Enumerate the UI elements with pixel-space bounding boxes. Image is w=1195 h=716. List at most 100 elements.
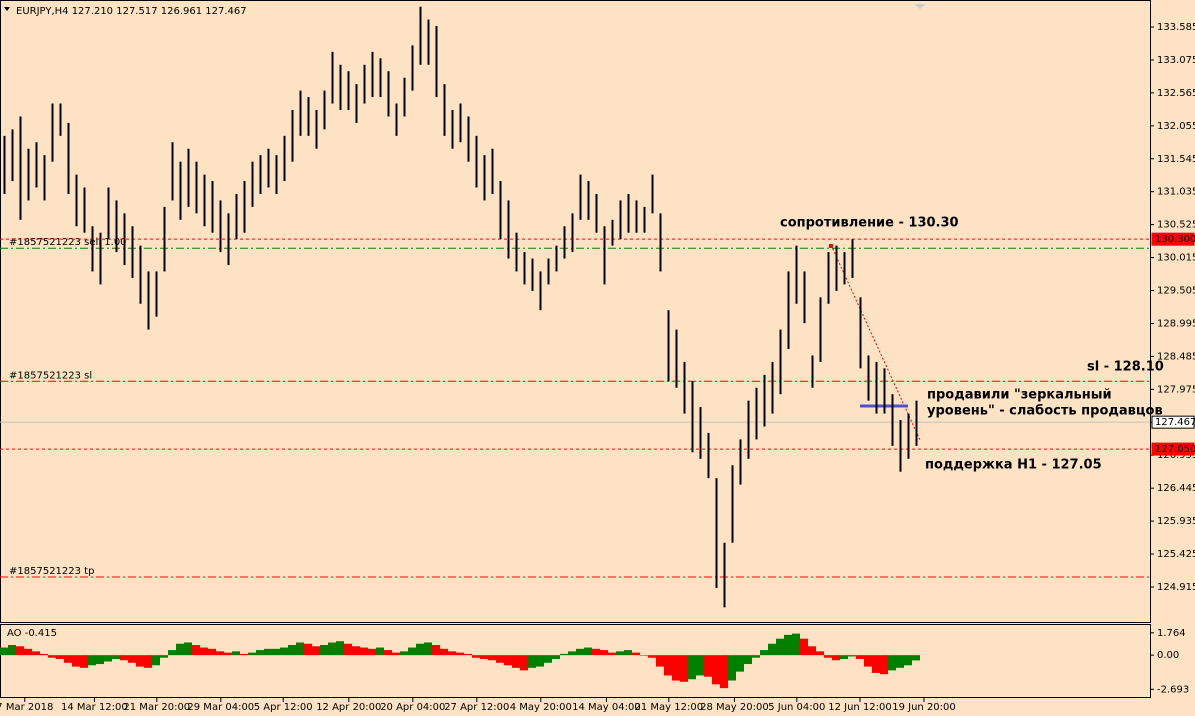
y-tick-label: 133.585 (1157, 22, 1195, 33)
ao-bar (368, 648, 376, 656)
y-tick-label: 132.565 (1157, 88, 1195, 99)
ao-bar (568, 651, 576, 656)
ao-bar (640, 655, 648, 656)
ao-bar (520, 655, 528, 671)
ao-bar (536, 655, 544, 667)
ao-bar (752, 655, 760, 658)
ao-bar (352, 646, 360, 656)
indicator-tick-label: 0.00 (1157, 650, 1179, 661)
shift-marker (914, 4, 926, 9)
ao-bar (136, 655, 144, 667)
ao-bar (896, 655, 904, 668)
y-tick-label: 132.055 (1157, 121, 1195, 132)
ao-bar (600, 650, 608, 656)
ao-bar (168, 650, 176, 656)
ao-bar (576, 648, 584, 656)
x-tick-label: 19 Jun 20:00 (892, 702, 956, 713)
x-tick-label: 12 Jun 12:00 (828, 702, 892, 713)
ao-bar (712, 655, 720, 685)
ao-bar (704, 655, 712, 677)
ao-bar (592, 648, 600, 656)
x-tick-label: 12 Apr 20:00 (316, 702, 381, 713)
ao-bar (328, 642, 336, 656)
ao-bar (296, 642, 304, 656)
ao-bar (128, 655, 136, 663)
ao-bar (792, 633, 800, 656)
ao-bar (248, 652, 256, 656)
ao-bar (880, 655, 888, 675)
y-tick-label: 128.995 (1157, 318, 1195, 329)
ao-bar (528, 655, 536, 668)
y-tick-label: 129.505 (1157, 286, 1195, 297)
ao-bar (0, 647, 8, 656)
ao-bar (872, 655, 880, 673)
ao-bar (776, 638, 784, 656)
ao-bar (80, 655, 88, 668)
x-tick-label: 5 Apr 12:00 (254, 702, 313, 713)
ao-bar (688, 655, 696, 680)
ao-bar (736, 655, 744, 672)
y-tick-label: 130.015 (1157, 253, 1195, 264)
ao-bar (232, 651, 240, 656)
y-tick-label: 133.075 (1157, 55, 1195, 66)
point-marker (829, 244, 833, 248)
annotation: продавили "зеркальный (927, 388, 1112, 403)
ao-bar (864, 655, 872, 667)
ao-bar (72, 655, 80, 667)
x-tick-label: 14 May 04:00 (572, 702, 641, 713)
ao-bar (616, 651, 624, 656)
ao-bar (808, 646, 816, 656)
main-frame (0, 0, 1151, 623)
ao-bar (432, 645, 440, 656)
menu-arrow[interactable] (4, 7, 10, 11)
ao-bar (64, 655, 72, 663)
x-tick-label: 7 Mar 2018 (0, 702, 53, 713)
annotation: уровень" - слабость продавцов (927, 404, 1163, 419)
ao-bar (88, 655, 96, 666)
ao-bar (800, 638, 808, 656)
ao-bar (208, 648, 216, 656)
ao-bar (152, 655, 160, 666)
ao-bar (240, 653, 248, 656)
ao-bar (888, 655, 896, 671)
ao-bar (456, 652, 464, 656)
ao-bar (784, 634, 792, 656)
indicator-tick-label: -2.693 (1157, 684, 1189, 695)
ao-bar (8, 645, 16, 656)
ao-bar (824, 655, 832, 658)
ao-bar (608, 652, 616, 656)
ao-bar (48, 655, 56, 658)
y-tick-label: 128.485 (1157, 351, 1195, 362)
ao-bar (448, 651, 456, 656)
ao-bar (696, 655, 704, 676)
ao-bar (344, 643, 352, 656)
x-tick-label: 28 May 20:00 (700, 702, 769, 713)
ao-bar (288, 645, 296, 656)
level-label: 130.300 (1155, 234, 1195, 245)
y-tick-label: 131.035 (1157, 187, 1195, 198)
level-box (1151, 442, 1195, 456)
annotation: sl - 128.10 (1087, 360, 1164, 375)
order-label: #1857521223 sl (9, 370, 92, 381)
level-label: 127.050 (1155, 444, 1195, 455)
x-tick-label: 20 Apr 04:00 (380, 702, 445, 713)
ao-bar (544, 655, 552, 663)
ao-bar (200, 647, 208, 656)
ao-bar (16, 646, 24, 656)
ao-bar (96, 655, 104, 665)
ao-bar (280, 647, 288, 656)
ao-bar (384, 650, 392, 656)
ao-bar (224, 652, 232, 656)
indicator-tick-label: 1.764 (1157, 628, 1186, 639)
ao-bar (760, 650, 768, 656)
ao-bar (912, 655, 920, 661)
ao-bar (256, 650, 264, 656)
ao-bar (856, 655, 864, 659)
y-tick-label: 131.545 (1157, 154, 1195, 165)
ao-bar (744, 655, 752, 665)
ao-bar (832, 655, 840, 661)
ao-bar (160, 655, 168, 658)
indicator-frame (0, 624, 1151, 698)
ao-bar (272, 648, 280, 656)
ao-bar (768, 643, 776, 656)
